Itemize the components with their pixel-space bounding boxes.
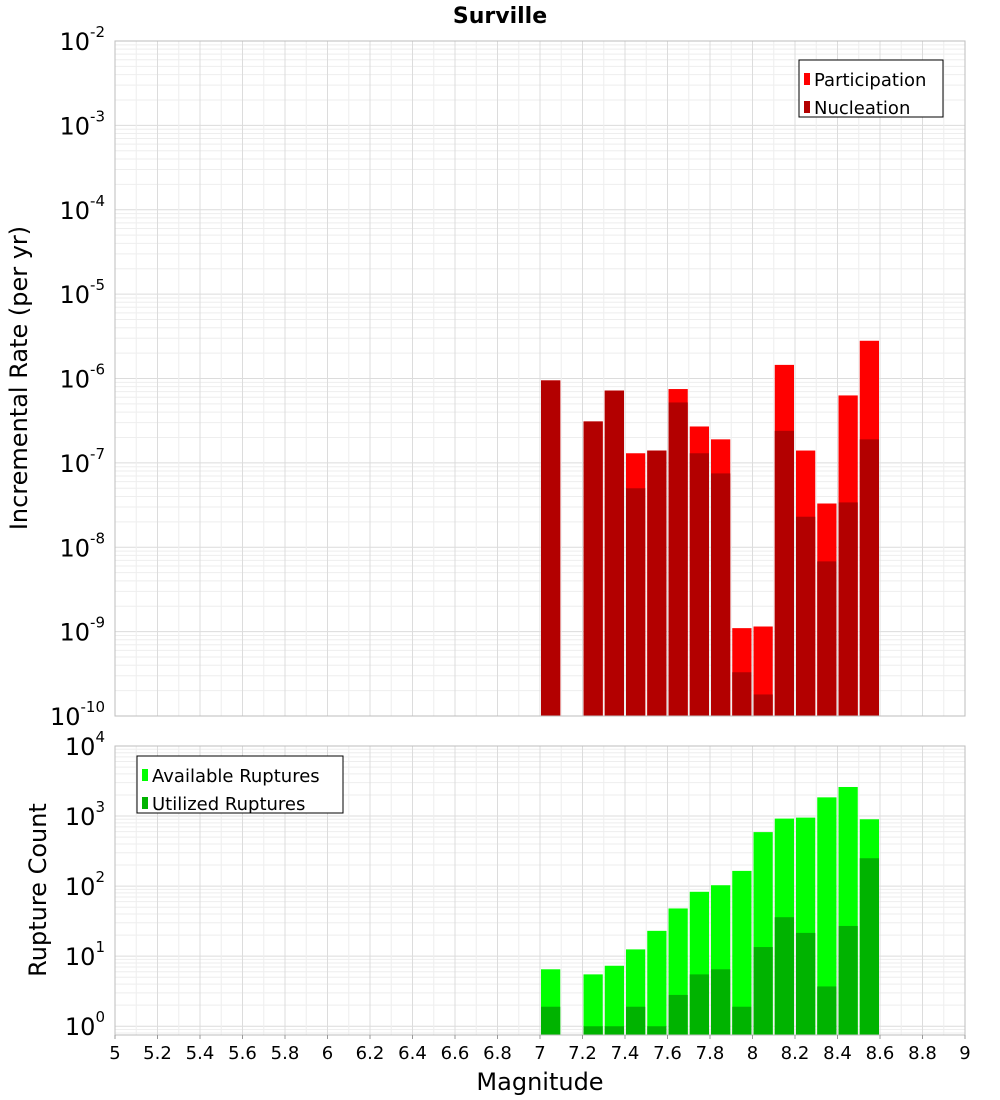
x-tick-label: 8 xyxy=(747,1043,758,1064)
available-ruptures-bar xyxy=(647,930,667,1035)
x-tick-label: 6 xyxy=(322,1043,333,1064)
utilized-ruptures-bar xyxy=(774,917,794,1035)
bottom-plot-rupture-count: 104 103 102 101 100 Available Ruptures Utilize… xyxy=(65,728,971,1064)
x-tick-label: 8.4 xyxy=(823,1043,852,1064)
top-plot-frame xyxy=(114,40,966,717)
utilized-ruptures-bar xyxy=(668,994,688,1035)
bars xyxy=(541,340,879,716)
legend-label: Available Ruptures xyxy=(152,766,320,787)
nucleation-bar xyxy=(838,502,858,716)
nucleation-bar xyxy=(541,380,561,716)
legend: Participation Nucleation xyxy=(798,59,944,119)
available-ruptures-bar xyxy=(817,797,837,1035)
utilized-ruptures-bar xyxy=(583,1026,603,1035)
x-tick-labels: 5 5.2 5.4 5.6 5.8 6 6.2 6.4 6.6 6.8 7 7.2 7.4 7.6 7.8 8… xyxy=(109,1035,971,1064)
x-tick-label: 6.4 xyxy=(398,1043,427,1064)
nucleation-bar xyxy=(626,488,646,716)
y-tick-label: 104 xyxy=(65,728,105,761)
nucleation-bar xyxy=(583,421,603,716)
available-ruptures-bar xyxy=(732,870,752,1035)
y-tick-label: 102 xyxy=(65,868,105,901)
y-tick-label: 10-5 xyxy=(59,276,105,309)
legend-swatch xyxy=(142,797,148,809)
x-tick-label: 5.8 xyxy=(271,1043,300,1064)
utilized-ruptures-bar xyxy=(689,974,709,1035)
y-tick-label: 101 xyxy=(65,938,105,971)
y-tick-label: 10-10 xyxy=(50,698,105,731)
y-tick-label: 10-8 xyxy=(59,529,105,562)
y-tick-label: 100 xyxy=(65,1008,105,1041)
y-tick-label: 10-3 xyxy=(59,107,105,140)
legend: Available Ruptures Utilized Ruptures xyxy=(136,755,344,815)
bars xyxy=(541,786,879,1035)
x-tick-label: 5.4 xyxy=(186,1043,215,1064)
nucleation-bar xyxy=(668,402,688,716)
y-tick-label: 103 xyxy=(65,798,105,831)
utilized-ruptures-bar xyxy=(604,1026,624,1035)
utilized-ruptures-bar xyxy=(753,947,773,1035)
bottom-y-axis-label: Rupture Count xyxy=(24,803,52,977)
x-tick-label: 5.6 xyxy=(228,1043,257,1064)
utilized-ruptures-bar xyxy=(838,925,858,1035)
x-tick-label: 5 xyxy=(109,1043,120,1064)
y-tick-label: 10-4 xyxy=(59,192,105,225)
utilized-ruptures-bar xyxy=(817,986,837,1035)
utilized-ruptures-bar xyxy=(796,932,816,1035)
y-tick-labels: 104 103 102 101 100 xyxy=(65,728,105,1041)
legend-box xyxy=(798,59,944,118)
nucleation-bar xyxy=(604,390,624,716)
y-tick-labels: 10-2 10-3 10-4 10-5 10-6 10-7 10-8 10-9 10-10 xyxy=(50,23,105,731)
nucleation-bar xyxy=(774,430,794,716)
legend-label: Participation xyxy=(814,70,926,91)
utilized-ruptures-bar xyxy=(732,1006,752,1035)
nucleation-bar xyxy=(732,672,752,716)
y-tick-label: 10-7 xyxy=(59,445,105,478)
legend-swatch xyxy=(142,769,148,781)
x-tick-label: 7.4 xyxy=(611,1043,640,1064)
participation-bar xyxy=(753,626,773,716)
x-tick-label: 7.6 xyxy=(653,1043,682,1064)
x-tick-label: 6.8 xyxy=(483,1043,512,1064)
legend-swatch xyxy=(804,101,810,113)
x-tick-label: 5.2 xyxy=(143,1043,172,1064)
x-tick-label: 7.2 xyxy=(568,1043,597,1064)
available-ruptures-bar xyxy=(583,974,603,1035)
x-tick-label: 8.6 xyxy=(866,1043,895,1064)
legend-box xyxy=(136,755,344,814)
x-tick-label: 6.2 xyxy=(356,1043,385,1064)
utilized-ruptures-bar xyxy=(541,1006,561,1035)
x-tick-label: 6.6 xyxy=(441,1043,470,1064)
legend-label: Nucleation xyxy=(814,98,910,119)
x-axis-label: Magnitude xyxy=(476,1068,603,1096)
utilized-ruptures-bar xyxy=(647,1026,667,1035)
utilized-ruptures-bar xyxy=(859,858,879,1035)
top-plot-incremental-rate: 10-2 10-3 10-4 10-5 10-6 10-7 10-8 10-9 10-10 Par… xyxy=(50,23,966,731)
nucleation-bar xyxy=(711,473,731,716)
nucleation-bar xyxy=(796,516,816,716)
legend-label: Utilized Ruptures xyxy=(152,794,305,815)
nucleation-bar xyxy=(817,561,837,716)
nucleation-bar xyxy=(753,694,773,716)
nucleation-bar xyxy=(647,450,667,716)
x-tick-label: 8.2 xyxy=(781,1043,810,1064)
top-y-axis-label: Incremental Rate (per yr) xyxy=(5,226,33,530)
nucleation-bar xyxy=(859,439,879,716)
x-tick-label: 9 xyxy=(959,1043,970,1064)
utilized-ruptures-bar xyxy=(626,1006,646,1035)
utilized-ruptures-bar xyxy=(711,969,731,1035)
legend-swatch xyxy=(804,73,810,85)
grid-lines xyxy=(114,40,966,717)
x-tick-label: 7.8 xyxy=(696,1043,725,1064)
y-tick-label: 10-2 xyxy=(59,23,105,56)
x-tick-label: 8.8 xyxy=(908,1043,937,1064)
nucleation-bar xyxy=(689,453,709,716)
y-tick-label: 10-6 xyxy=(59,361,105,394)
x-tick-label: 7 xyxy=(534,1043,545,1064)
available-ruptures-bar xyxy=(604,965,624,1035)
y-tick-label: 10-9 xyxy=(59,614,105,647)
chart-title: Surville xyxy=(453,4,547,29)
